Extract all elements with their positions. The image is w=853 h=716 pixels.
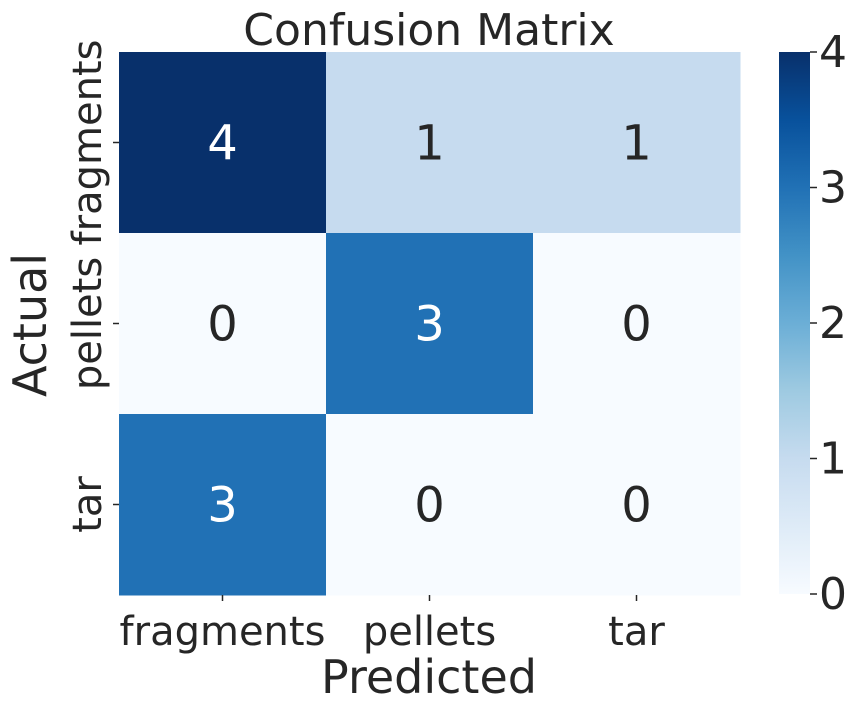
cell-value-label: 0 (621, 297, 652, 353)
y-tick-label: pellets (65, 257, 111, 390)
colorbar-tick-label: 3 (819, 163, 847, 214)
y-tick-label: fragments (65, 40, 111, 246)
x-tick-labels: fragments pellets tar (120, 595, 665, 655)
y-tick-label: tar (65, 476, 111, 533)
colorbar-tick-label: 2 (819, 298, 847, 349)
cell-value-label: 0 (207, 297, 238, 353)
chart-title: Confusion Matrix (243, 5, 614, 56)
cell-value-label: 1 (621, 116, 652, 172)
colorbar (779, 52, 810, 594)
colorbar-tick-label: 0 (819, 569, 847, 620)
cell-value-label: 1 (414, 116, 445, 172)
cell-value-label: 0 (414, 478, 445, 534)
cell-value-label: 0 (621, 478, 652, 534)
colorbar-ticks: 0 1 2 3 4 (810, 27, 847, 620)
colorbar-tick-label: 4 (819, 27, 847, 78)
cell-value-label: 4 (207, 116, 238, 172)
heatmap-cell (119, 414, 327, 596)
y-axis-label: Actual (3, 253, 57, 397)
heatmap-cell-labels: 4 1 1 0 3 0 3 0 0 (207, 116, 652, 534)
colorbar-tick-label: 1 (819, 434, 847, 485)
heatmap-cell (326, 414, 534, 596)
x-tick-label: pellets (363, 609, 496, 655)
heatmap-cells (119, 52, 741, 596)
heatmap-cell (119, 52, 327, 234)
y-tick-labels: fragments pellets tar (65, 40, 119, 533)
x-tick-label: fragments (120, 609, 326, 655)
heatmap-cell (533, 52, 741, 234)
cell-value-label: 3 (207, 478, 238, 534)
x-axis-label: Predicted (321, 650, 537, 704)
cell-value-label: 3 (414, 297, 445, 353)
heatmap-cell (119, 233, 327, 415)
heatmap-cell (326, 233, 534, 415)
heatmap-cell (326, 52, 534, 234)
x-tick-label: tar (608, 609, 665, 655)
heatmap-cell (533, 414, 741, 596)
heatmap-cell (533, 233, 741, 415)
